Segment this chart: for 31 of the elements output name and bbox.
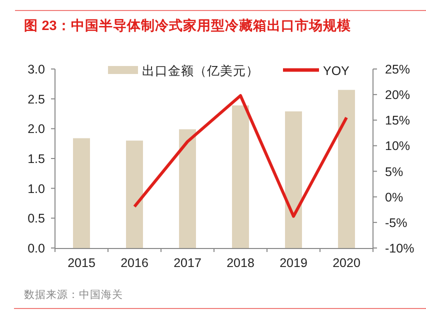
bar bbox=[285, 111, 302, 248]
legend-label: 出口金额（亿美元） bbox=[142, 63, 259, 78]
bar bbox=[73, 138, 90, 248]
bar bbox=[179, 129, 196, 248]
y-tick-label: 1.5 bbox=[28, 152, 46, 166]
y-tick-label: 2.5 bbox=[28, 92, 46, 106]
bar bbox=[338, 90, 355, 248]
x-tick-label: 2019 bbox=[280, 256, 308, 270]
x-tick-label: 2017 bbox=[174, 256, 202, 270]
chart-title: 图 23：中国半导体制冷式家用型冷藏箱出口市场规模 bbox=[24, 17, 352, 33]
y2-tick-label: 15% bbox=[385, 114, 410, 128]
y-tick-label: 0.0 bbox=[28, 242, 46, 256]
y2-tick-label: 25% bbox=[385, 62, 410, 76]
y-tick-label: 1.0 bbox=[28, 182, 46, 196]
legend-label: YOY bbox=[323, 64, 350, 78]
y2-tick-label: -10% bbox=[385, 242, 414, 256]
bar bbox=[232, 105, 249, 248]
y2-tick-label: 5% bbox=[385, 164, 404, 179]
y-tick-label: 3.0 bbox=[28, 62, 46, 76]
y-tick-label: 2.0 bbox=[28, 122, 46, 136]
bar bbox=[126, 140, 143, 248]
y2-tick-label: 20% bbox=[385, 88, 410, 102]
y-tick-label: 0.5 bbox=[28, 212, 46, 226]
y2-tick-label: 0% bbox=[385, 190, 404, 204]
y2-tick-label: 10% bbox=[385, 139, 410, 154]
x-tick-label: 2018 bbox=[226, 256, 254, 270]
x-tick-label: 2016 bbox=[120, 256, 148, 270]
y2-tick-label: -5% bbox=[385, 216, 408, 230]
source-note: 数据来源：中国海关 bbox=[24, 288, 123, 301]
x-tick-label: 2020 bbox=[332, 256, 360, 270]
x-tick-label: 2015 bbox=[68, 256, 96, 270]
